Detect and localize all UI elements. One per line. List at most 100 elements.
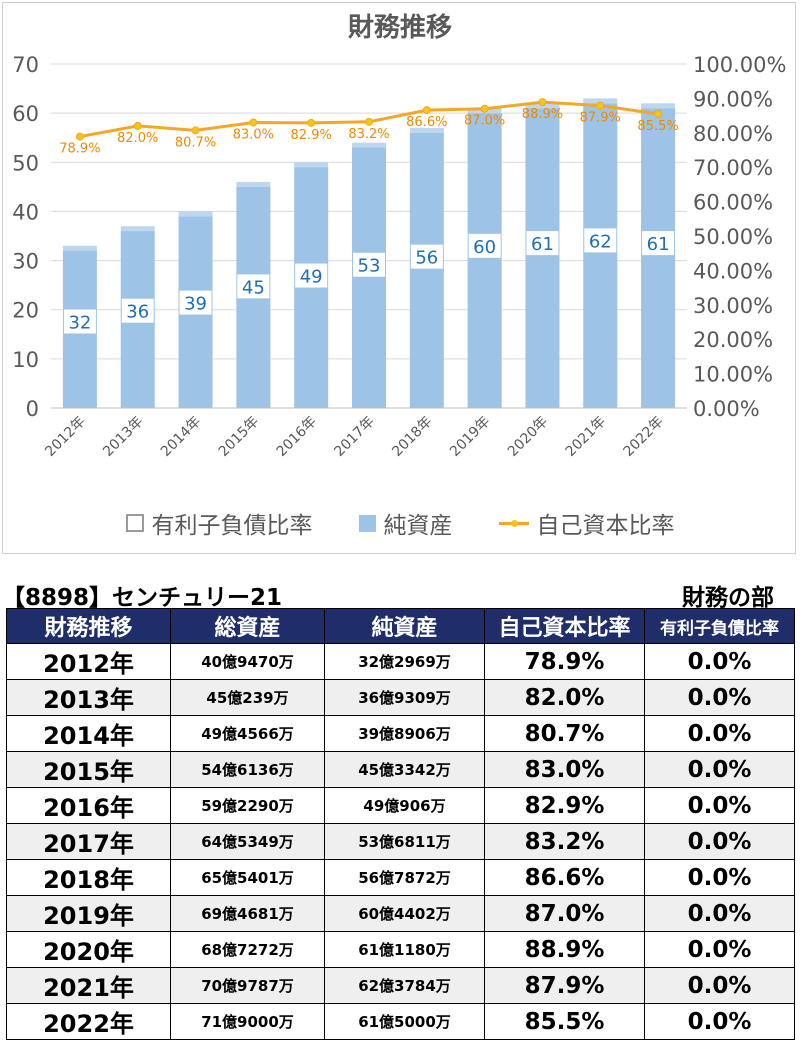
value-label: 61 (647, 234, 670, 255)
point-equity-ratio (596, 101, 605, 110)
chart-title: 財務推移 (348, 13, 452, 43)
value-label-box (468, 233, 501, 258)
bar-net-assets (352, 147, 386, 409)
pct-label: 87.9% (580, 111, 621, 126)
bar-net-assets (641, 108, 676, 408)
y-left-tick-label: 60 (12, 102, 39, 126)
cell-total-assets: 68億7272万 (170, 931, 325, 968)
legend-item-net-assets: 純資産 (358, 506, 453, 540)
table-row: 2017年 64億5349万 53億6811万 83.2% 0.0% (6, 823, 795, 860)
y-right-tick-label: 40.00% (693, 259, 773, 283)
bar-total-cap (236, 181, 271, 187)
legend-item-equity-ratio: 自己資本比率 (498, 506, 675, 540)
cell-debt-ratio: 0.0% (644, 931, 795, 968)
bar-net-assets (409, 132, 444, 409)
cell-debt-ratio: 0.0% (644, 715, 795, 752)
cell-year: 2014年 (6, 715, 171, 752)
point-equity-ratio (538, 98, 547, 107)
y-right-tick-label: 90.00% (693, 87, 773, 111)
x-tick-label: 2019年 (447, 414, 493, 460)
cell-debt-ratio: 0.0% (644, 1003, 795, 1040)
bar-net-assets (525, 108, 560, 408)
cell-equity-ratio: 82.0% (484, 679, 645, 716)
y-right-tick-label: 10.00% (693, 363, 773, 387)
legend-item-debt-ratio: 有利子負債比率 (125, 506, 313, 540)
cell-net-assets: 61億5000万 (324, 1003, 485, 1040)
table-row: 2019年 69億4681万 60億4402万 87.0% 0.0% (6, 895, 795, 932)
cell-total-assets: 70億9787万 (170, 967, 325, 1004)
point-equity-ratio (75, 132, 84, 141)
y-left-tick-label: 20 (12, 299, 39, 323)
cell-net-assets: 36億9309万 (324, 679, 485, 716)
cell-equity-ratio: 80.7% (484, 715, 645, 752)
cell-total-assets: 65億5401万 (170, 859, 325, 896)
value-label-box (63, 309, 96, 334)
cell-debt-ratio: 0.0% (644, 967, 795, 1004)
bar-total-cap (120, 226, 155, 232)
pct-label: 82.9% (291, 128, 332, 143)
point-equity-ratio (133, 121, 142, 130)
header-equity-ratio: 自己資本比率 (484, 608, 645, 644)
cell-year: 2020年 (6, 931, 171, 968)
table-row: 2015年 54億6136万 45億3342万 83.0% 0.0% (6, 751, 795, 788)
bar-total-cap (583, 98, 618, 104)
y-right-tick-label: 30.00% (693, 294, 773, 318)
cell-equity-ratio: 83.0% (484, 751, 645, 788)
legend-label-debt-ratio: 有利子負債比率 (151, 513, 313, 539)
bar-total-cap (352, 142, 386, 148)
chart-legend: 有利子負債比率 純資産 自己資本比率 (3, 503, 797, 543)
bar-total-cap (62, 245, 97, 251)
bar-net-assets (467, 113, 502, 409)
header-net-assets: 純資産 (324, 608, 485, 644)
x-tick-label: 2015年 (216, 414, 262, 460)
value-label: 61 (531, 234, 554, 255)
y-left-tick-label: 30 (12, 250, 39, 274)
value-label-box (584, 228, 617, 253)
header-total-assets: 総資産 (170, 608, 325, 644)
cell-net-assets: 53億6811万 (324, 823, 485, 860)
pct-label: 88.9% (522, 107, 563, 122)
table-row: 2020年 68億7272万 61億1180万 88.9% 0.0% (6, 931, 795, 968)
cell-year: 2019年 (6, 895, 171, 932)
table-row: 2013年 45億239万 36億9309万 82.0% 0.0% (6, 679, 795, 716)
value-label: 32 (68, 313, 91, 334)
value-label-box (526, 231, 559, 256)
y-right-tick-label: 0.00% (693, 397, 760, 421)
value-label: 39 (184, 294, 207, 315)
table-row: 2014年 49億4566万 39億8906万 80.7% 0.0% (6, 715, 795, 752)
x-tick-label: 2014年 (158, 414, 204, 460)
cell-equity-ratio: 87.0% (484, 895, 645, 932)
value-label: 49 (300, 267, 323, 288)
y-left-tick-label: 70 (12, 53, 39, 77)
financial-chart: 財務推移 0 10 20 30 40 50 60 70 0.00% 10.00% 20.00% 30.0… (12, 13, 786, 460)
cell-debt-ratio: 0.0% (644, 679, 795, 716)
x-tick-label: 2022年 (621, 414, 667, 460)
value-label-box (179, 290, 212, 315)
cell-debt-ratio: 0.0% (644, 859, 795, 896)
financial-table: 財務推移 総資産 純資産 自己資本比率 有利子負債比率 2012年 40億9470… (6, 608, 795, 1040)
cell-year: 2012年 (6, 643, 171, 680)
value-label: 56 (415, 248, 438, 269)
cell-debt-ratio: 0.0% (644, 787, 795, 824)
x-tick-label: 2018年 (389, 414, 435, 460)
bar-total-cap (294, 162, 329, 168)
cell-total-assets: 45億239万 (170, 679, 325, 716)
y-left-tick-label: 0 (26, 397, 39, 421)
value-label: 45 (242, 277, 265, 298)
table-row: 2016年 59億2290万 49億906万 82.9% 0.0% (6, 787, 795, 824)
value-label-box (237, 274, 270, 299)
bar-total-cap (641, 103, 676, 109)
cell-year: 2016年 (6, 787, 171, 824)
company-name: 【8898】センチュリー21 (2, 585, 283, 611)
cell-net-assets: 45億3342万 (324, 751, 485, 788)
y-right-tick-label: 70.00% (693, 156, 773, 180)
cell-year: 2013年 (6, 679, 171, 716)
cell-total-assets: 49億4566万 (170, 715, 325, 752)
pct-label: 82.0% (117, 131, 158, 146)
pct-label: 83.2% (348, 127, 389, 142)
x-tick-label: 2016年 (274, 414, 320, 460)
cell-net-assets: 60億4402万 (324, 895, 485, 932)
table-row: 2021年 70億9787万 62億3784万 87.9% 0.0% (6, 967, 795, 1004)
value-label: 53 (358, 256, 381, 277)
cell-year: 2017年 (6, 823, 171, 860)
